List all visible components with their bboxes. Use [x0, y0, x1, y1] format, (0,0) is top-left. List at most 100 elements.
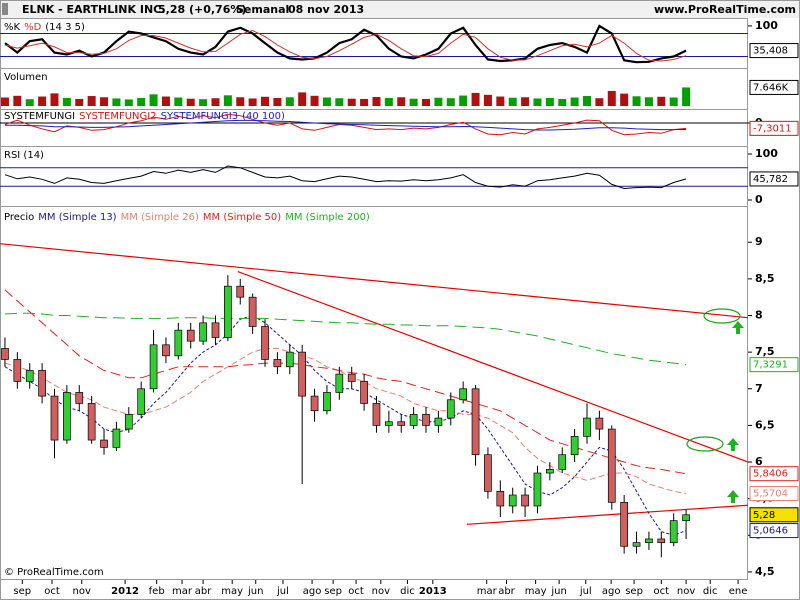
candle-body [100, 439, 108, 448]
x-tick-label: mar [477, 586, 498, 597]
trend-line [237, 270, 748, 463]
candle-body [38, 370, 46, 397]
last-value-label: 5,0646 [753, 526, 788, 537]
candle-body [471, 388, 480, 456]
volume-bar [100, 97, 109, 106]
annotation-ellipse [686, 436, 724, 452]
candle-body [607, 428, 616, 503]
volume-bar [211, 98, 220, 106]
copyright: © ProRealTime.com [4, 567, 104, 578]
volume-bar [75, 98, 84, 106]
volume-bar [13, 95, 22, 106]
candle-body [112, 428, 121, 448]
series-line [4, 29, 687, 62]
candle-body [174, 329, 183, 357]
volume-bar [360, 98, 369, 106]
header-quote: 5,28 (+0,76%) [158, 3, 246, 16]
legend-entry: MM (Simple 26) [121, 212, 199, 223]
x-tick-label: dic [400, 586, 415, 597]
volume-bar [434, 97, 443, 106]
x-tick-label: jun [247, 586, 263, 597]
candle-body [360, 381, 368, 404]
volume-bar [347, 98, 356, 106]
legend-entry: Volumen [4, 72, 48, 83]
x-tick-label: nov [372, 586, 390, 597]
legend-entry: MM (Simple 200) [285, 212, 370, 223]
volume-bar [657, 96, 666, 106]
last-value-label: 7.646K [753, 82, 789, 93]
header-date: 08 nov 2013 [288, 3, 364, 16]
volume-bar [508, 97, 517, 106]
candle-body [162, 344, 170, 357]
legend-entry: %K [4, 22, 21, 33]
volume-bar [496, 96, 505, 106]
volume-bar [322, 97, 331, 106]
candle-body [224, 285, 232, 338]
y-tick-label: 7,5 [755, 345, 775, 358]
x-tick-label: jul [276, 586, 289, 597]
x-tick-label: nov [73, 586, 91, 597]
volume-bar [545, 97, 554, 106]
legend: Precio MM (Simple 13) MM (Simple 26) MM (Si… [4, 212, 370, 223]
y-tick-label: 8,5 [755, 272, 775, 285]
header-title: ELNK - EARTHLINK INC. [22, 3, 165, 16]
volume-bar [25, 99, 34, 106]
legend-entry: Precio [4, 212, 34, 223]
candle-body [397, 421, 406, 426]
candle-body [248, 296, 257, 327]
candle-body [570, 436, 579, 456]
volume-bar [682, 87, 691, 106]
candle-body [137, 388, 146, 415]
legend: Volumen [4, 72, 48, 83]
axes: 100 %K%D(14 3 5) 35,408 Volumen 7.646K 0 SYSTE… [4, 19, 799, 597]
candle-body [285, 351, 294, 368]
x-tick-label: sep [13, 586, 31, 597]
candle-body [1, 348, 9, 360]
legend-entry: %D [24, 22, 42, 33]
volume-bar [521, 97, 530, 106]
header-site: www.ProRealTime.com [654, 3, 796, 16]
x-tick-label: abr [498, 586, 515, 597]
volume-bar [112, 98, 121, 106]
last-value-box [749, 79, 799, 95]
series-line [4, 113, 687, 136]
volume-bar [459, 95, 468, 106]
series-line [4, 289, 687, 475]
volume-bar [174, 97, 183, 106]
legend-entry: (40 100) [242, 111, 285, 122]
x-tick-label: nov [677, 586, 695, 597]
candle-body [236, 285, 245, 298]
legend-entry: (14 3 5) [45, 22, 85, 33]
candle-body [199, 322, 207, 342]
candle-body [422, 414, 430, 426]
volume-bar [669, 97, 678, 106]
legend-entry: MM (Simple 13) [38, 212, 116, 223]
trend-line [0, 243, 748, 319]
candle-body [583, 417, 591, 437]
x-tick-label: oct [654, 586, 670, 597]
legend: %K %D (14 3 5) [4, 22, 85, 33]
candle-body [620, 501, 629, 547]
x-tick-label: jul [579, 586, 592, 597]
last-value-label: 5,5704 [753, 489, 788, 500]
y-tick-label: 6,5 [755, 418, 775, 431]
annotations [686, 308, 741, 452]
series-line [4, 165, 687, 190]
volume-plot [0, 87, 691, 106]
icon[interactable] [2, 3, 8, 15]
last-value-box [749, 120, 799, 136]
candle-body [13, 359, 22, 382]
candle-body [261, 326, 269, 360]
last-value-box [749, 523, 799, 539]
volume-bar [644, 97, 653, 106]
candle-body [273, 359, 282, 368]
last-value-box [749, 43, 799, 59]
volume-bar [620, 93, 629, 106]
x-tick-label: 2013 [419, 586, 447, 597]
volume-bar [570, 97, 579, 106]
candle-body [186, 329, 195, 342]
candle-body [335, 373, 344, 393]
candle-body [645, 538, 653, 543]
series-line [4, 24, 687, 64]
